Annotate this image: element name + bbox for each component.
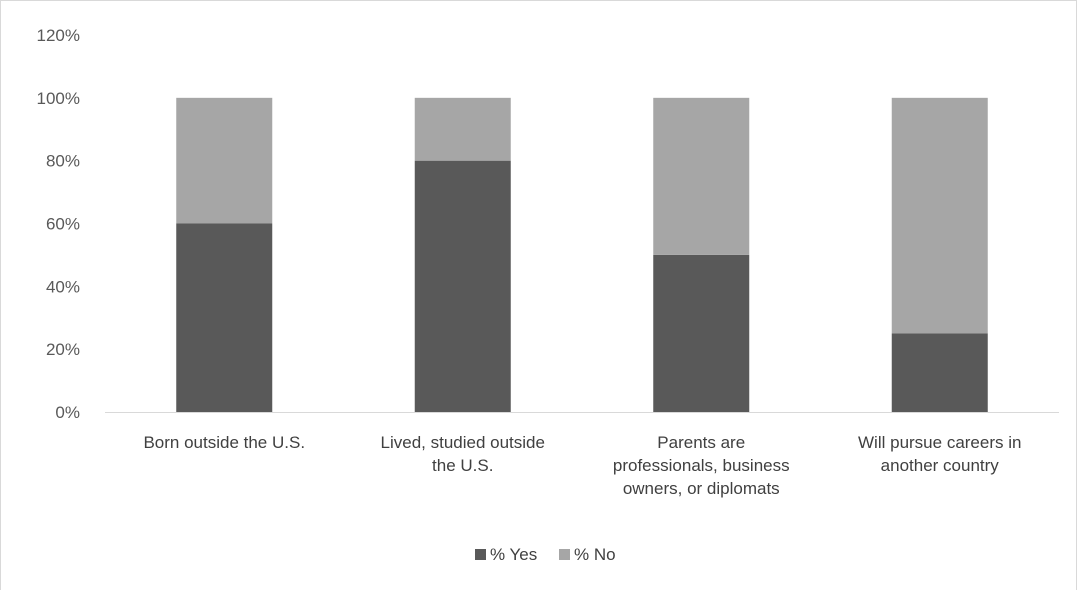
y-tick-label: 0% (55, 403, 80, 422)
x-category-label: Will pursue careers in another country (858, 433, 1021, 475)
x-category-label-line: professionals, business (613, 456, 790, 475)
y-tick-label: 40% (46, 277, 80, 296)
bar-yes (176, 223, 273, 412)
y-tick-label: 100% (37, 89, 80, 108)
bar-no (176, 97, 273, 224)
x-category-label-line: the U.S. (432, 456, 493, 475)
bar-yes (653, 254, 750, 412)
y-tick-label: 120% (37, 26, 80, 45)
bars-group (176, 97, 988, 412)
x-category-label: Lived, studied outside the U.S. (381, 433, 545, 475)
x-category-label-line: Parents are (657, 433, 745, 452)
x-category-label: Parents are professionals, business owners… (613, 433, 790, 498)
x-category-label-line: another country (881, 456, 1000, 475)
x-axis: Born outside the U.S. Lived, studied outs… (143, 433, 1021, 498)
legend-label: % Yes (490, 545, 537, 564)
bar-yes (891, 333, 988, 412)
x-category-label-line: Lived, studied outside (381, 433, 545, 452)
bar-no (414, 97, 511, 161)
y-axis: 0% 20% 40% 60% 80% 100% 120% (37, 26, 80, 422)
y-tick-label: 60% (46, 215, 80, 234)
legend-label: % No (574, 545, 616, 564)
x-category-label-line: owners, or diplomats (623, 479, 780, 498)
legend-swatch (559, 549, 570, 560)
y-tick-label: 20% (46, 340, 80, 359)
x-category-label-line: Will pursue careers in (858, 433, 1021, 452)
bar-no (891, 97, 988, 334)
bar-no (653, 97, 750, 255)
y-tick-label: 80% (46, 152, 80, 171)
legend: % Yes % No (475, 545, 616, 564)
x-category-label: Born outside the U.S. (143, 433, 305, 452)
legend-swatch (475, 549, 486, 560)
bar-yes (414, 160, 511, 412)
x-category-label-line: Born outside the U.S. (143, 433, 305, 452)
